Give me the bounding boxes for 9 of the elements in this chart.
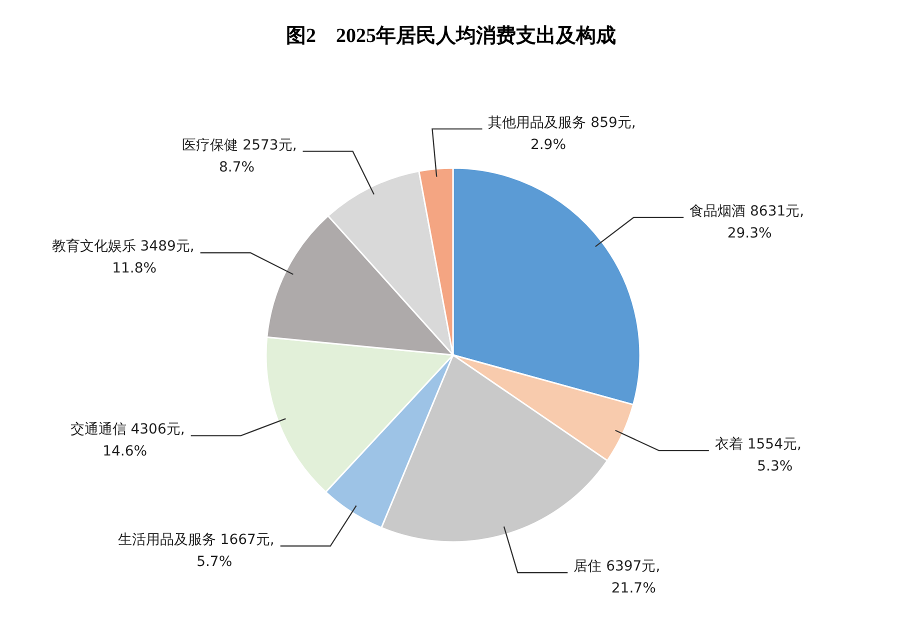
slice-label: 医疗保健 2573元, 8.7% bbox=[182, 137, 297, 176]
slice-label: 教育文化娱乐 3489元, 11.8% bbox=[52, 238, 194, 277]
slice-label: 生活用品及服务 1667元, 5.7% bbox=[118, 532, 274, 570]
slice-label: 其他用品及服务 859元, 2.9% bbox=[488, 114, 636, 153]
chart-title: 图2 2025年居民人均消费支出及构成 bbox=[286, 25, 616, 47]
slice-label: 衣着 1554元, 5.3% bbox=[714, 436, 802, 475]
slice-label: 交通通信 4306元, 14.6% bbox=[70, 422, 185, 460]
slice-label: 食品烟酒 8631元, 29.3% bbox=[690, 203, 804, 242]
slice-label: 居住 6397元, 21.7% bbox=[574, 558, 660, 597]
